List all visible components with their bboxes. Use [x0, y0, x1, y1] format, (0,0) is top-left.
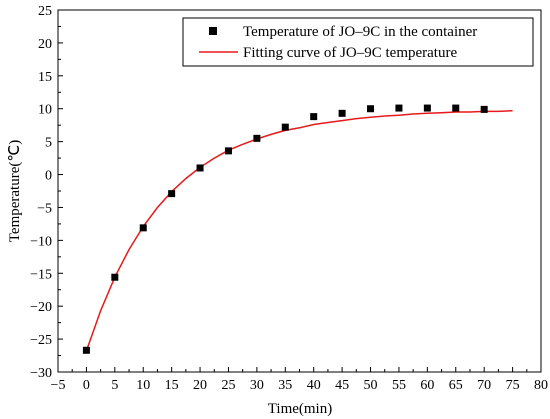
- y-tick-label: −30: [30, 366, 52, 381]
- data-point: [338, 109, 346, 117]
- x-tick-label: 25: [221, 378, 235, 393]
- data-point: [395, 104, 403, 112]
- y-tick-label: −10: [30, 234, 52, 249]
- y-tick-label: 25: [38, 4, 52, 19]
- x-tick-label: 40: [307, 378, 321, 393]
- x-tick-label: 45: [335, 378, 349, 393]
- x-tick-label: 30: [250, 378, 264, 393]
- data-point: [452, 104, 460, 112]
- x-tick-label: 60: [420, 378, 434, 393]
- y-tick-label: −20: [30, 300, 52, 315]
- data-point: [367, 105, 375, 113]
- legend: Temperature of JO–9C in the container Fi…: [182, 17, 534, 67]
- data-point: [224, 147, 232, 155]
- fit-curve-line: [85, 109, 513, 352]
- x-tick-label: 10: [136, 378, 150, 393]
- x-tick-label: 75: [506, 378, 520, 393]
- y-tick-label: −5: [37, 201, 52, 216]
- x-tick-label: 15: [165, 378, 179, 393]
- x-tick-label: 55: [392, 378, 406, 393]
- legend-label-fit: Fitting curve of JO–9C temperature: [243, 45, 457, 61]
- y-tick-label: 15: [38, 70, 52, 85]
- y-tick-label: 5: [45, 136, 52, 151]
- x-tick-label: 35: [278, 378, 292, 393]
- data-point: [423, 104, 431, 112]
- data-point: [139, 224, 147, 232]
- y-tick-label: 10: [38, 103, 52, 118]
- x-tick-label: −5: [51, 378, 66, 393]
- x-tick-label: 65: [449, 378, 463, 393]
- y-axis-title: Temperature(℃): [7, 140, 23, 242]
- x-tick-label: 50: [364, 378, 378, 393]
- measured-points-series: [82, 104, 488, 354]
- data-point: [281, 123, 289, 131]
- data-point: [82, 346, 90, 354]
- data-point: [196, 164, 204, 172]
- y-axis: −30 −25 −20 −15 −10 −5 0 5 10 15 20 25: [30, 4, 63, 381]
- y-tick-label: −15: [30, 267, 52, 282]
- y-tick-label: 0: [45, 169, 52, 184]
- legend-marker-square: [209, 27, 217, 35]
- data-point: [111, 273, 119, 281]
- x-tick-label: 80: [534, 378, 548, 393]
- data-point: [253, 134, 261, 142]
- y-tick-label: −25: [30, 333, 52, 348]
- x-tick-label: 5: [111, 378, 118, 393]
- data-point: [168, 190, 176, 198]
- x-tick-label: 20: [193, 378, 207, 393]
- legend-label-measured: Temperature of JO–9C in the container: [243, 24, 477, 40]
- data-point: [480, 105, 488, 113]
- x-tick-label: 0: [83, 378, 90, 393]
- y-tick-label: 20: [38, 37, 52, 52]
- x-tick-label: 70: [477, 378, 491, 393]
- x-axis: −5 0 5 10 15 20 25 30 35 40 45 50 55 60 65 70 75 80: [51, 367, 548, 393]
- x-axis-title: Time(min): [268, 401, 332, 417]
- fit-curve-series: [85, 109, 513, 352]
- data-point: [310, 113, 318, 121]
- legend-box: [182, 17, 534, 67]
